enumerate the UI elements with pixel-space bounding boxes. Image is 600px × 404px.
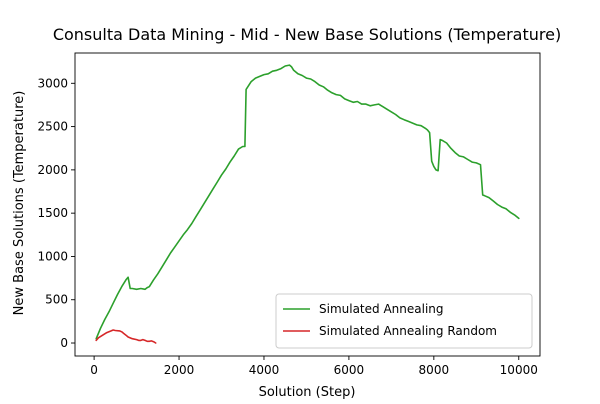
legend-label-1: Simulated Annealing: [319, 302, 444, 316]
x-tick-label: 0: [90, 363, 98, 377]
y-tick-label: 2500: [37, 120, 68, 134]
chart-title: Consulta Data Mining - Mid - New Base So…: [53, 25, 561, 44]
x-tick-label: 6000: [334, 363, 365, 377]
legend-box: [275, 293, 533, 349]
y-tick-label: 500: [45, 293, 68, 307]
series-line-2: [95, 329, 157, 344]
x-tick-label: 4000: [249, 363, 280, 377]
y-tick-label: 2000: [37, 163, 68, 177]
y-tick-label: 3000: [37, 76, 68, 90]
plot-area: 0 2000 4000 6000 8000 10000 0 500 1000 1500 2000 25…: [37, 52, 541, 377]
y-tick-label: 1000: [37, 249, 68, 263]
series-line-1: [95, 64, 520, 340]
x-tick-label: 2000: [164, 363, 195, 377]
y-tick-label: 0: [60, 336, 68, 350]
x-tick-label: 8000: [419, 363, 450, 377]
y-axis-label: New Base Solutions (Temperature): [12, 91, 27, 316]
y-tick-label: 1500: [37, 206, 68, 220]
plot-frame: [74, 52, 541, 357]
legend-label-2: Simulated Annealing Random: [319, 324, 497, 338]
x-tick-label: 10000: [500, 363, 538, 377]
x-axis-label: Solution (Step): [259, 385, 356, 400]
